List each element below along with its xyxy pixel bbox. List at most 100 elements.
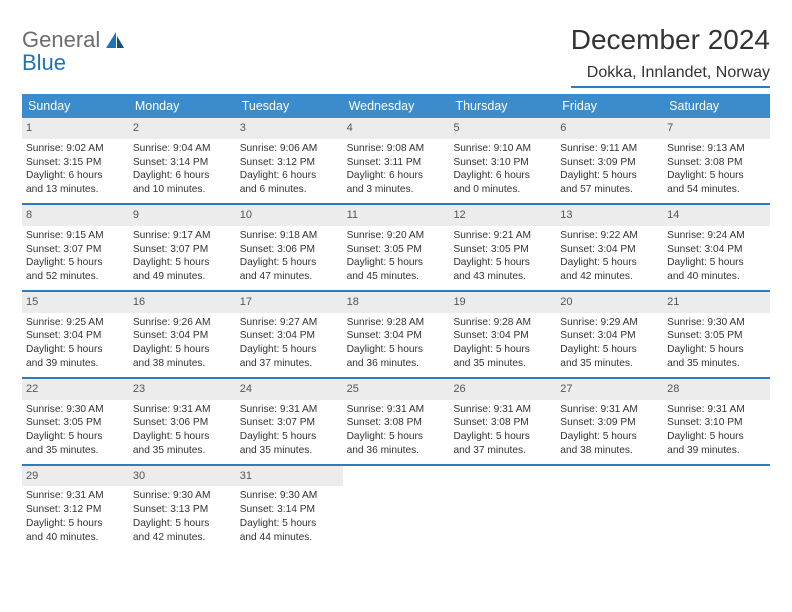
sunrise-text: Sunrise: 9:30 AM <box>240 489 341 503</box>
daylight-text: Daylight: 5 hours <box>667 430 768 444</box>
daylight-text: and 35 minutes. <box>240 444 341 458</box>
daylight-text: Daylight: 5 hours <box>133 430 234 444</box>
calendar-day: 30Sunrise: 9:30 AMSunset: 3:13 PMDayligh… <box>129 466 236 551</box>
weekday-label: Friday <box>556 94 663 118</box>
daylight-text: and 57 minutes. <box>560 183 661 197</box>
daylight-text: and 42 minutes. <box>133 531 234 545</box>
sunrise-text: Sunrise: 9:13 AM <box>667 142 768 156</box>
daylight-text: and 47 minutes. <box>240 270 341 284</box>
day-number: 23 <box>129 379 236 400</box>
sunrise-text: Sunrise: 9:10 AM <box>453 142 554 156</box>
day-number: 22 <box>22 379 129 400</box>
weekday-label: Monday <box>129 94 236 118</box>
sunset-text: Sunset: 3:04 PM <box>560 329 661 343</box>
daylight-text: Daylight: 5 hours <box>240 430 341 444</box>
sunset-text: Sunset: 3:04 PM <box>560 243 661 257</box>
calendar-day: 22Sunrise: 9:30 AMSunset: 3:05 PMDayligh… <box>22 379 129 464</box>
calendar-day: 19Sunrise: 9:28 AMSunset: 3:04 PMDayligh… <box>449 292 556 377</box>
sunset-text: Sunset: 3:06 PM <box>133 416 234 430</box>
calendar-day: 10Sunrise: 9:18 AMSunset: 3:06 PMDayligh… <box>236 205 343 290</box>
day-number: 19 <box>449 292 556 313</box>
sunset-text: Sunset: 3:04 PM <box>667 243 768 257</box>
daylight-text: Daylight: 5 hours <box>347 430 448 444</box>
day-number: 13 <box>556 205 663 226</box>
daylight-text: Daylight: 5 hours <box>133 256 234 270</box>
calendar-day: 21Sunrise: 9:30 AMSunset: 3:05 PMDayligh… <box>663 292 770 377</box>
day-number: 4 <box>343 118 450 139</box>
daylight-text: and 0 minutes. <box>453 183 554 197</box>
daylight-text: and 35 minutes. <box>667 357 768 371</box>
daylight-text: and 36 minutes. <box>347 444 448 458</box>
weekday-label: Saturday <box>663 94 770 118</box>
calendar-week: 1Sunrise: 9:02 AMSunset: 3:15 PMDaylight… <box>22 118 770 205</box>
day-number: 16 <box>129 292 236 313</box>
daylight-text: Daylight: 5 hours <box>560 169 661 183</box>
sunset-text: Sunset: 3:07 PM <box>26 243 127 257</box>
sunrise-text: Sunrise: 9:20 AM <box>347 229 448 243</box>
day-number: 27 <box>556 379 663 400</box>
calendar-day: 29Sunrise: 9:31 AMSunset: 3:12 PMDayligh… <box>22 466 129 551</box>
sunset-text: Sunset: 3:05 PM <box>26 416 127 430</box>
sunset-text: Sunset: 3:12 PM <box>26 503 127 517</box>
daylight-text: Daylight: 5 hours <box>453 256 554 270</box>
calendar-day: 26Sunrise: 9:31 AMSunset: 3:08 PMDayligh… <box>449 379 556 464</box>
weekday-label: Thursday <box>449 94 556 118</box>
sunrise-text: Sunrise: 9:30 AM <box>133 489 234 503</box>
daylight-text: Daylight: 6 hours <box>453 169 554 183</box>
day-number: 9 <box>129 205 236 226</box>
sunrise-text: Sunrise: 9:27 AM <box>240 316 341 330</box>
daylight-text: and 37 minutes. <box>453 444 554 458</box>
calendar-day: 28Sunrise: 9:31 AMSunset: 3:10 PMDayligh… <box>663 379 770 464</box>
sunset-text: Sunset: 3:04 PM <box>347 329 448 343</box>
calendar-week: 8Sunrise: 9:15 AMSunset: 3:07 PMDaylight… <box>22 205 770 292</box>
daylight-text: and 40 minutes. <box>667 270 768 284</box>
daylight-text: Daylight: 5 hours <box>26 256 127 270</box>
calendar-body: 1Sunrise: 9:02 AMSunset: 3:15 PMDaylight… <box>22 118 770 551</box>
sunrise-text: Sunrise: 9:31 AM <box>26 489 127 503</box>
month-title: December 2024 <box>571 24 770 56</box>
sunset-text: Sunset: 3:13 PM <box>133 503 234 517</box>
sunrise-text: Sunrise: 9:22 AM <box>560 229 661 243</box>
sunset-text: Sunset: 3:06 PM <box>240 243 341 257</box>
daylight-text: Daylight: 5 hours <box>26 430 127 444</box>
calendar-day: 31Sunrise: 9:30 AMSunset: 3:14 PMDayligh… <box>236 466 343 551</box>
day-number: 12 <box>449 205 556 226</box>
daylight-text: and 35 minutes. <box>453 357 554 371</box>
calendar-week: 15Sunrise: 9:25 AMSunset: 3:04 PMDayligh… <box>22 292 770 379</box>
daylight-text: Daylight: 5 hours <box>453 430 554 444</box>
calendar-day: 6Sunrise: 9:11 AMSunset: 3:09 PMDaylight… <box>556 118 663 203</box>
sunset-text: Sunset: 3:04 PM <box>240 329 341 343</box>
sunrise-text: Sunrise: 9:24 AM <box>667 229 768 243</box>
sunrise-text: Sunrise: 9:11 AM <box>560 142 661 156</box>
daylight-text: Daylight: 5 hours <box>560 430 661 444</box>
calendar-day: 8Sunrise: 9:15 AMSunset: 3:07 PMDaylight… <box>22 205 129 290</box>
calendar-day: 2Sunrise: 9:04 AMSunset: 3:14 PMDaylight… <box>129 118 236 203</box>
calendar-day: 5Sunrise: 9:10 AMSunset: 3:10 PMDaylight… <box>449 118 556 203</box>
calendar-day: 16Sunrise: 9:26 AMSunset: 3:04 PMDayligh… <box>129 292 236 377</box>
sunrise-text: Sunrise: 9:15 AM <box>26 229 127 243</box>
sunset-text: Sunset: 3:09 PM <box>560 156 661 170</box>
sunset-text: Sunset: 3:05 PM <box>453 243 554 257</box>
calendar-day: 18Sunrise: 9:28 AMSunset: 3:04 PMDayligh… <box>343 292 450 377</box>
sunrise-text: Sunrise: 9:25 AM <box>26 316 127 330</box>
day-number: 17 <box>236 292 343 313</box>
sunset-text: Sunset: 3:14 PM <box>240 503 341 517</box>
daylight-text: and 39 minutes. <box>667 444 768 458</box>
sunrise-text: Sunrise: 9:08 AM <box>347 142 448 156</box>
daylight-text: and 52 minutes. <box>26 270 127 284</box>
logo-word-2: Blue <box>22 51 100 74</box>
calendar-day: 4Sunrise: 9:08 AMSunset: 3:11 PMDaylight… <box>343 118 450 203</box>
daylight-text: and 40 minutes. <box>26 531 127 545</box>
day-number: 3 <box>236 118 343 139</box>
day-number: 30 <box>129 466 236 487</box>
sunset-text: Sunset: 3:09 PM <box>560 416 661 430</box>
daylight-text: Daylight: 6 hours <box>347 169 448 183</box>
sunrise-text: Sunrise: 9:31 AM <box>453 403 554 417</box>
day-number: 7 <box>663 118 770 139</box>
daylight-text: Daylight: 5 hours <box>240 256 341 270</box>
calendar-day: 15Sunrise: 9:25 AMSunset: 3:04 PMDayligh… <box>22 292 129 377</box>
calendar-day: 20Sunrise: 9:29 AMSunset: 3:04 PMDayligh… <box>556 292 663 377</box>
sunset-text: Sunset: 3:10 PM <box>667 416 768 430</box>
daylight-text: and 36 minutes. <box>347 357 448 371</box>
daylight-text: and 45 minutes. <box>347 270 448 284</box>
